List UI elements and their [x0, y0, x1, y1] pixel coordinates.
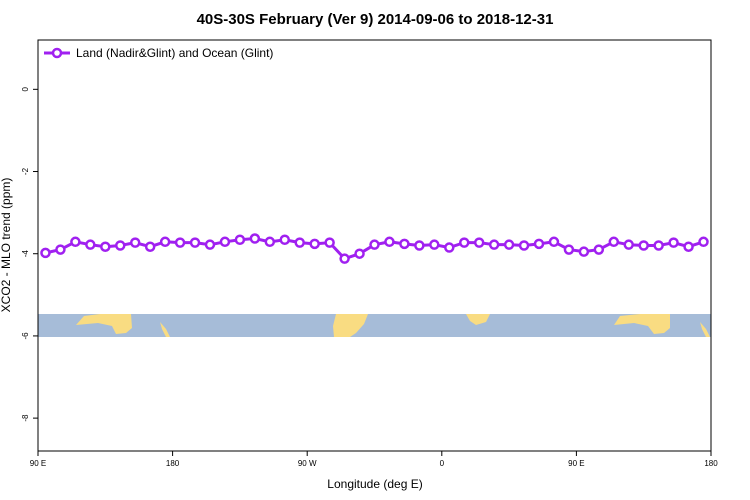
y-tick-label: -6	[21, 332, 30, 340]
point	[159, 236, 171, 248]
point	[279, 234, 291, 245]
point	[623, 239, 634, 250]
point	[189, 237, 201, 248]
point	[444, 242, 455, 253]
point	[518, 240, 530, 251]
land	[76, 314, 132, 334]
point	[578, 246, 590, 257]
x-tick-label: 90 E	[568, 459, 584, 468]
point	[85, 239, 96, 250]
point	[129, 237, 141, 248]
y-axis-label: XCO2 - MLO trend (ppm)	[0, 178, 13, 313]
point	[638, 240, 649, 251]
y-tick-label: 0	[21, 87, 30, 92]
x-tick-label: 180	[166, 459, 180, 468]
point	[384, 236, 395, 248]
land	[614, 314, 670, 334]
point	[55, 244, 66, 255]
point	[683, 241, 694, 252]
plot-frame	[37, 39, 712, 452]
x-tick-label: 90 E	[30, 459, 46, 468]
point	[563, 244, 575, 255]
ocean	[38, 314, 711, 337]
point	[324, 237, 335, 248]
point	[264, 236, 276, 248]
point	[309, 238, 320, 250]
y-tick-label: -4	[21, 250, 30, 258]
point	[100, 241, 111, 252]
point	[533, 238, 545, 250]
point	[40, 247, 51, 259]
point	[249, 233, 261, 244]
point	[369, 239, 380, 250]
point	[204, 239, 216, 250]
point	[144, 241, 156, 252]
point	[429, 239, 440, 250]
y-tick-label: -2	[21, 167, 30, 175]
land	[466, 314, 490, 325]
land	[700, 322, 710, 337]
point	[593, 244, 605, 255]
x-axis-label: Longitude (deg E)	[327, 477, 422, 491]
point	[294, 237, 305, 248]
x-tick-label: 0	[440, 459, 445, 468]
map-strip	[38, 314, 711, 337]
land	[333, 314, 368, 337]
point	[473, 237, 485, 248]
point	[339, 253, 350, 264]
legend-marker	[51, 47, 63, 59]
point	[668, 237, 679, 248]
point	[548, 236, 560, 248]
legend-label: Land (Nadir&Glint) and Ocean (Glint)	[76, 46, 273, 60]
point	[174, 237, 186, 248]
point	[608, 236, 620, 248]
point	[698, 236, 709, 248]
point	[458, 237, 470, 248]
point	[414, 240, 425, 251]
point	[70, 236, 81, 248]
y-tick-label: -8	[21, 414, 30, 422]
x-tick-label: 90 W	[298, 459, 317, 468]
point	[115, 240, 126, 251]
chart-title: 40S-30S February (Ver 9) 2014-09-06 to 2…	[197, 11, 554, 28]
point	[354, 248, 365, 259]
point	[219, 236, 231, 248]
land	[160, 322, 170, 337]
point	[488, 239, 500, 250]
x-tick-label: 180	[704, 459, 718, 468]
point	[234, 234, 246, 245]
point	[399, 238, 410, 250]
point	[653, 240, 664, 251]
point	[503, 239, 515, 250]
